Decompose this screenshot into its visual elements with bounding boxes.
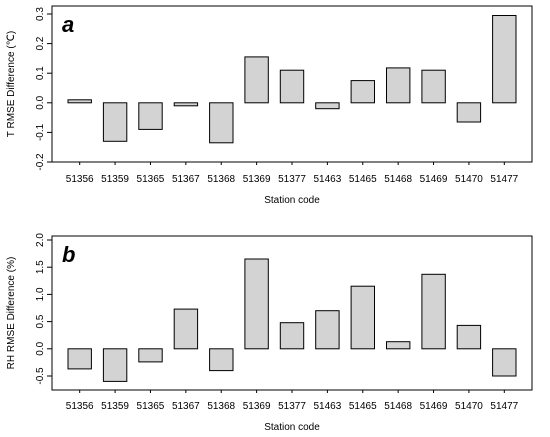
panel-b-x-tick-label: 51367 bbox=[172, 401, 200, 412]
panel-b-bar-51477 bbox=[492, 348, 517, 377]
panel-b-bar-51465 bbox=[350, 285, 376, 350]
panel-b-bar-51368 bbox=[209, 348, 234, 372]
panel-b-x-tick-label: 51356 bbox=[66, 401, 94, 412]
panel-a-x-tick-label: 51469 bbox=[420, 174, 448, 185]
panel-b: b RH RMSE Difference (%) Station code -0… bbox=[6, 233, 533, 433]
panel-b-bar-51463 bbox=[315, 310, 340, 350]
panel-a-x-tick-label: 51463 bbox=[313, 174, 341, 185]
panel-a-bar-51367 bbox=[173, 102, 199, 107]
panel-b-y-tick-label: -0.5 bbox=[35, 367, 46, 385]
panel-b-x-axis: 51356 51359 51365 51367 51368 51369 51377 51463… bbox=[66, 390, 519, 412]
panel-a-y-tick-label: 0.0 bbox=[35, 95, 46, 109]
panel-b-bar-51359 bbox=[102, 348, 128, 382]
panel-b-bar-51468 bbox=[386, 341, 411, 350]
panel-a-bar-51470 bbox=[456, 102, 482, 123]
panel-b-bar-51470 bbox=[456, 324, 482, 350]
panel-b-x-tick-label: 51470 bbox=[455, 401, 483, 412]
panel-b-x-tick-label: 51469 bbox=[420, 401, 448, 412]
panel-a-x-tick-label: 51468 bbox=[384, 174, 412, 185]
panel-a-bar-51368 bbox=[209, 102, 234, 144]
panel-a-bar-51465 bbox=[350, 80, 376, 104]
panel-a-x-axis: 51356 51359 51365 51367 51368 51369 51377 51463… bbox=[66, 162, 519, 185]
panel-a-bar-51365 bbox=[138, 102, 163, 130]
panel-a-bar-51477 bbox=[492, 15, 517, 104]
panel-b-y-tick-label: 0.5 bbox=[35, 314, 46, 328]
panel-b-x-tick-label: 51359 bbox=[101, 401, 129, 412]
panel-a-bars bbox=[67, 15, 517, 144]
panel-b-x-tick-label: 51468 bbox=[384, 401, 412, 412]
panel-b-x-tick-label: 51463 bbox=[313, 401, 341, 412]
panel-a-y-axis: -0.2 -0.1 0.0 0.1 0.2 0.3 bbox=[35, 7, 52, 171]
panel-b-y-tick-label: 0.0 bbox=[35, 341, 46, 355]
panel-a-y-tick-label: -0.1 bbox=[35, 123, 46, 141]
panel-a-y-tick-label: -0.2 bbox=[35, 153, 46, 171]
panel-a-y-tick-label: 0.3 bbox=[35, 7, 46, 21]
panel-a-bar-51468 bbox=[386, 67, 411, 104]
panel-a-bar-51359 bbox=[102, 102, 128, 142]
panel-b-x-tick-label: 51368 bbox=[207, 401, 235, 412]
panel-a-bar-51469 bbox=[421, 69, 446, 104]
panel-b-x-tick-label: 51377 bbox=[278, 401, 306, 412]
panel-a-bar-51377 bbox=[279, 69, 305, 104]
panel-a-label: a bbox=[62, 12, 74, 37]
panel-a-x-tick-label: 51367 bbox=[172, 174, 200, 185]
panel-a-bar-51463 bbox=[315, 102, 340, 110]
panel-b-x-tick-label: 51477 bbox=[490, 401, 518, 412]
panel-a-bar-51356 bbox=[67, 99, 92, 104]
panel-a-x-tick-label: 51470 bbox=[455, 174, 483, 185]
panel-b-bars bbox=[67, 258, 517, 382]
panel-a-x-tick-label: 51477 bbox=[490, 174, 518, 185]
panel-b-x-tick-label: 51365 bbox=[137, 401, 165, 412]
panel-b-label: b bbox=[62, 242, 75, 267]
panel-b-y-axis-title: RH RMSE Difference (%) bbox=[6, 257, 17, 370]
panel-a-y-axis-title: T RMSE Difference (℃) bbox=[6, 31, 17, 137]
panel-b-x-tick-label: 51369 bbox=[243, 401, 271, 412]
panel-b-x-axis-title: Station code bbox=[264, 422, 320, 433]
panel-b-bar-51469 bbox=[421, 273, 446, 350]
panel-b-bar-51369 bbox=[244, 258, 269, 350]
panel-a-y-tick-label: 0.1 bbox=[35, 66, 46, 80]
panel-a-x-tick-label: 51465 bbox=[349, 174, 377, 185]
panel-a-x-tick-label: 51356 bbox=[66, 174, 94, 185]
panel-a-y-tick-label: 0.2 bbox=[35, 36, 46, 50]
panel-a-x-tick-label: 51359 bbox=[101, 174, 129, 185]
panel-a: a T RMSE Difference (℃) Station code -0.… bbox=[6, 5, 533, 206]
panel-a-x-axis-title: Station code bbox=[264, 195, 320, 206]
panel-a-bar-51369 bbox=[244, 56, 269, 104]
panel-a-x-tick-label: 51365 bbox=[137, 174, 165, 185]
panel-b-y-tick-label: 2.0 bbox=[35, 233, 46, 247]
panel-b-bar-51367 bbox=[173, 308, 199, 350]
panel-b-x-tick-label: 51465 bbox=[349, 401, 377, 412]
panel-b-bar-51356 bbox=[67, 348, 92, 370]
panel-a-x-tick-label: 51377 bbox=[278, 174, 306, 185]
panel-b-y-tick-label: 1.0 bbox=[35, 287, 46, 301]
panel-b-y-tick-label: 1.5 bbox=[35, 260, 46, 274]
panel-b-y-axis: -0.5 0.0 0.5 1.0 1.5 2.0 bbox=[35, 233, 52, 385]
panel-a-x-tick-label: 51368 bbox=[207, 174, 235, 185]
panel-a-x-tick-label: 51369 bbox=[243, 174, 271, 185]
panel-b-bar-51377 bbox=[279, 322, 305, 350]
panel-b-bar-51365 bbox=[138, 348, 163, 363]
